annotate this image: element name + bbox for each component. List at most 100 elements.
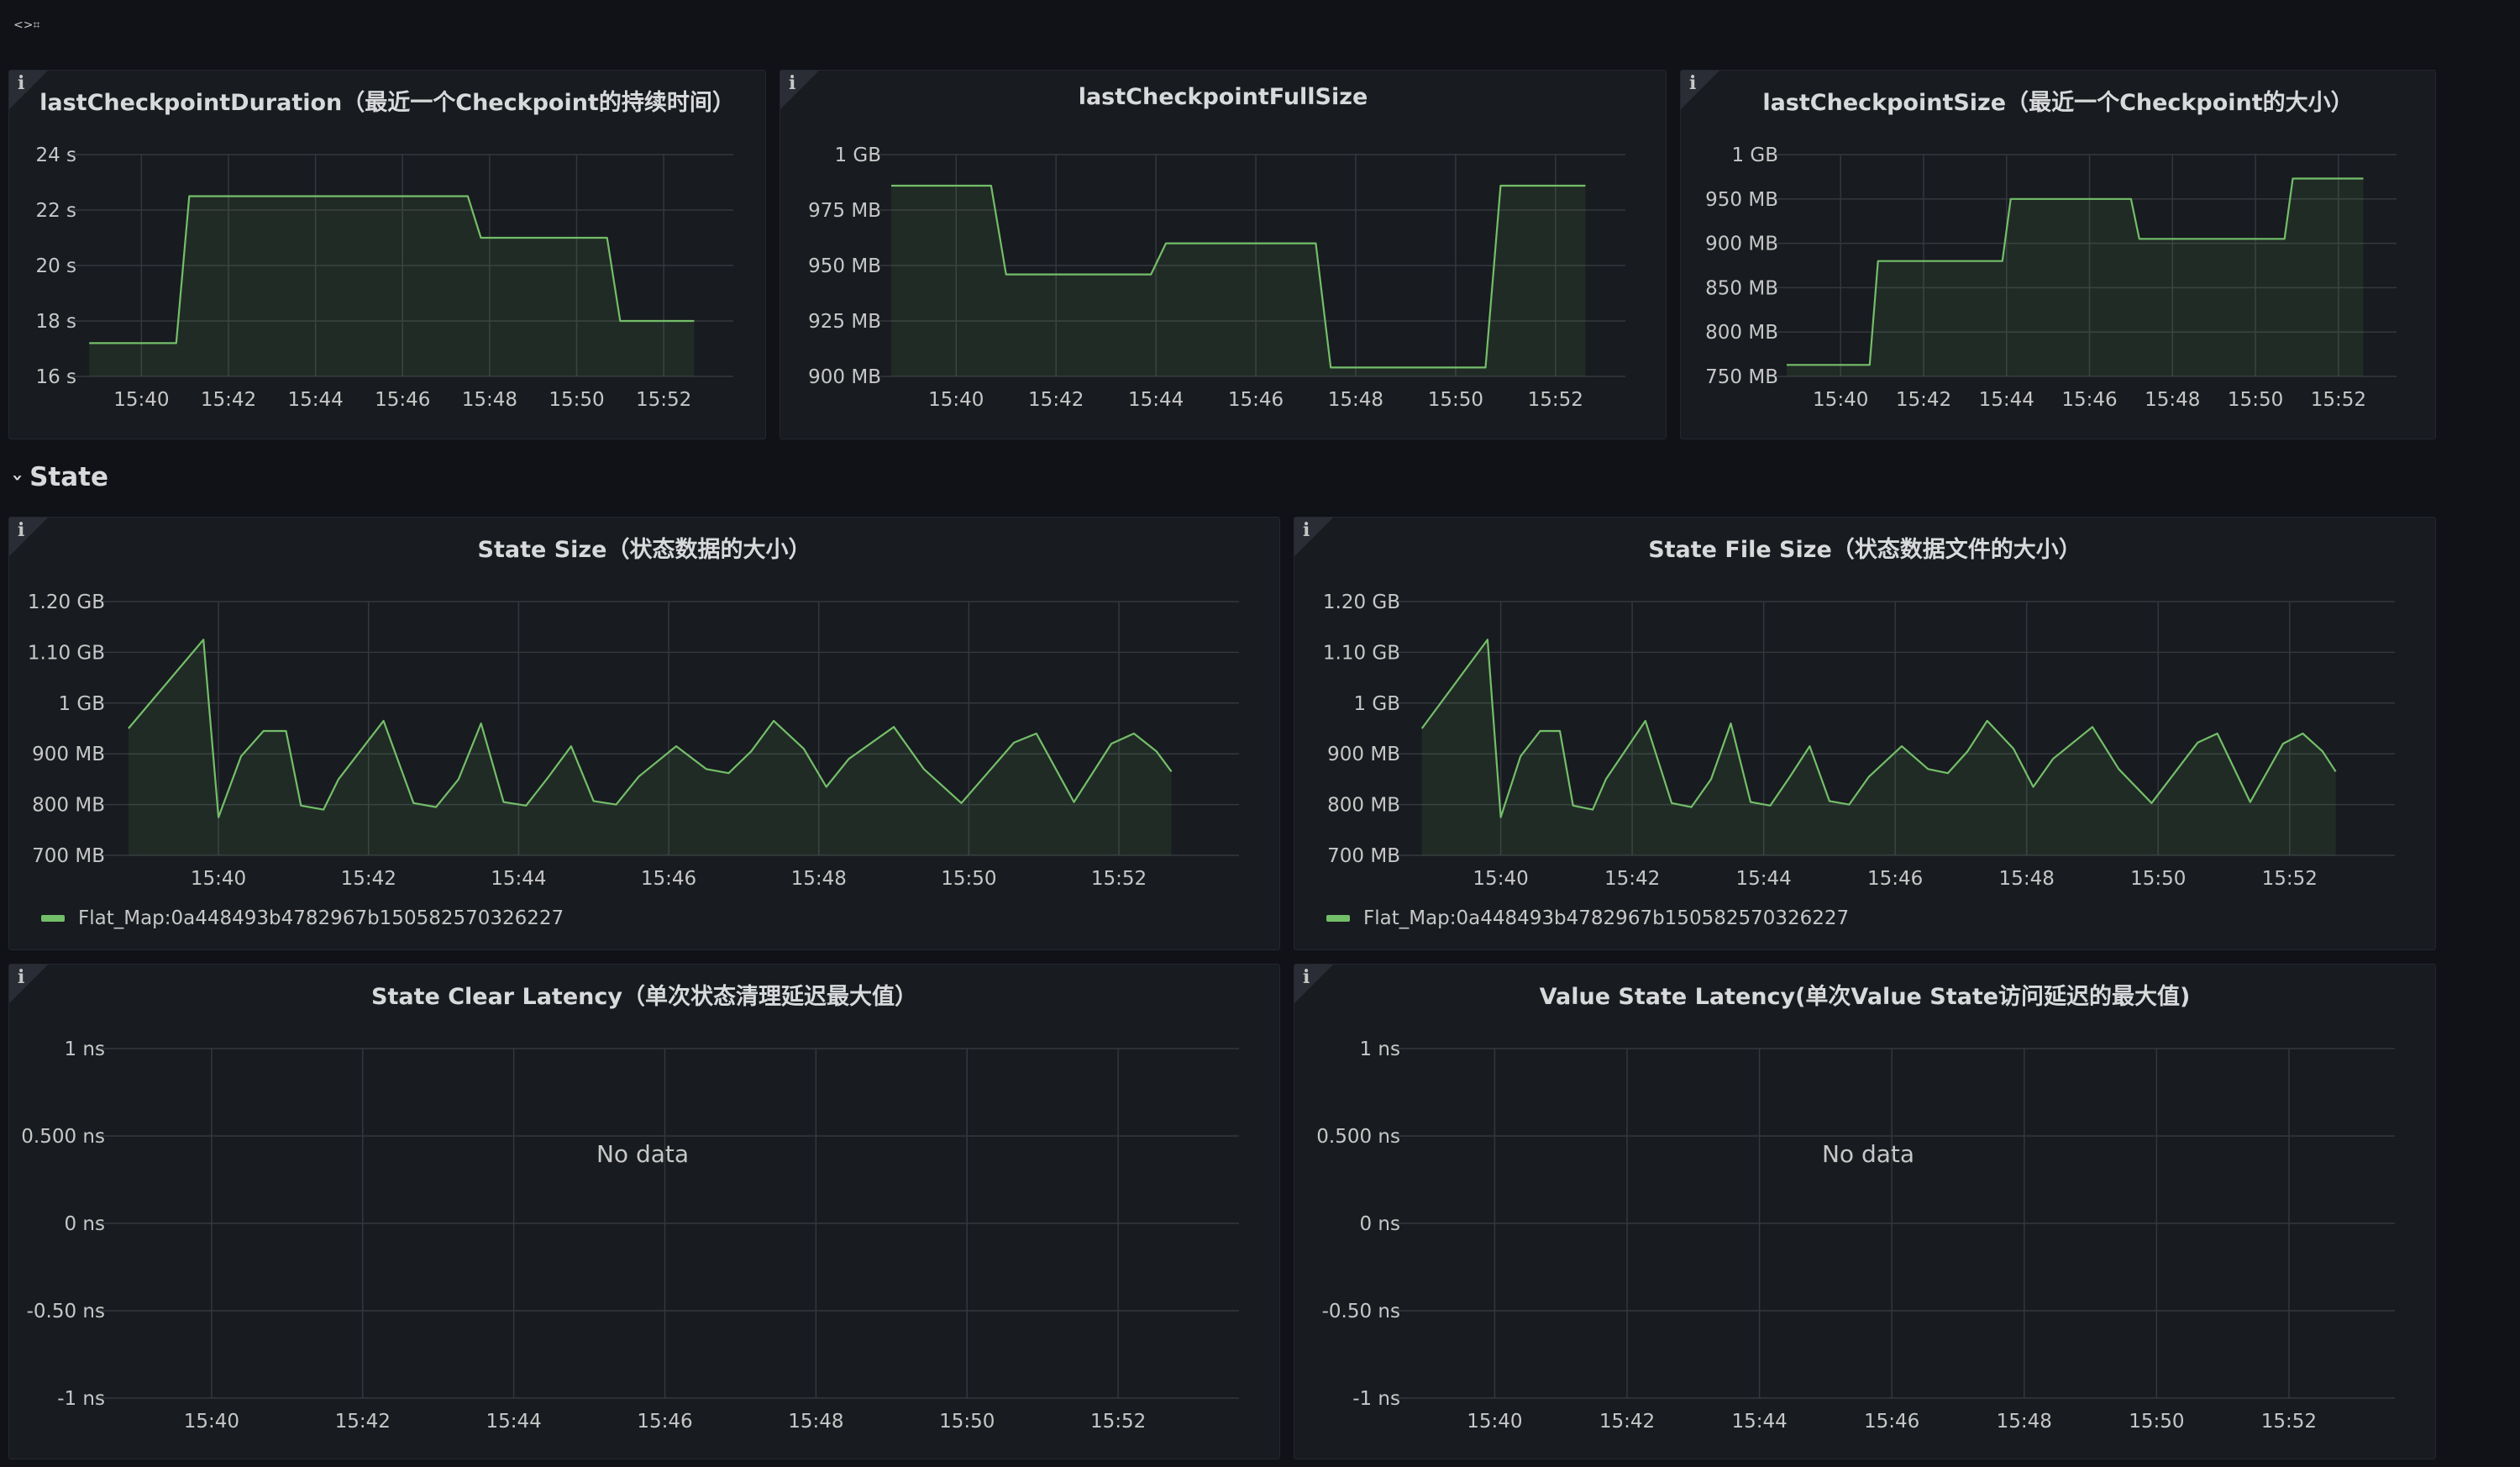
legend-label: Flat_Map:0a448493b4782967b15058257032622… [1363,907,1850,929]
x-tick-label: 15:40 [184,1411,239,1433]
info-icon[interactable]: i [1303,519,1310,541]
x-tick-label: 15:40 [1467,1411,1522,1433]
legend-item[interactable]: Flat_Map:0a448493b4782967b15058257032622… [1326,907,1849,929]
x-tick-label: 15:42 [1604,868,1660,890]
y-tick-label: 900 MB [1327,744,1400,765]
chart-plot: 1 ns 0.500 ns 0 ns -0.50 ns -1 ns 15:40 15:42 1… [1316,1038,2395,1433]
panel-last-checkpoint-full-size[interactable]: i lastCheckpointFullSize 1 GB 975 MB 950 M… [780,70,1667,439]
y-tick-label: -1 ns [1352,1388,1400,1410]
series-area [1787,178,2364,376]
x-tick-label: 15:50 [2129,1411,2184,1433]
x-tick-label: 15:42 [1896,389,1951,411]
y-tick-label: 1 GB [1353,693,1400,715]
x-tick-label: 15:50 [549,389,604,411]
info-corner [9,71,48,109]
series-area [89,196,695,376]
x-tick-label: 15:50 [939,1411,995,1433]
chart-plot: 1 GB 950 MB 900 MB 850 MB 800 MB 750 MB 15:40 1… [1705,145,2397,411]
info-corner [9,965,48,1003]
x-tick-label: 15:44 [486,1411,541,1433]
series-area [891,186,1586,376]
info-corner [1294,518,1333,556]
y-tick-label: 700 MB [1327,845,1400,867]
panel-state-size[interactable]: i State Size（状态数据的大小） 1.20 GB 1.10 GB 1 GB… [8,517,1280,950]
x-tick-label: 15:50 [1428,389,1483,411]
x-tick-label: 15:42 [201,389,256,411]
x-tick-label: 15:48 [1999,868,2055,890]
info-icon[interactable]: i [18,519,25,541]
x-tick-label: 15:42 [1599,1411,1655,1433]
x-tick-label: 15:46 [375,389,430,411]
panel-last-checkpoint-duration[interactable]: i lastCheckpointDuration（最近一个Checkpoint的… [8,70,766,439]
y-tick-label: 1 ns [1359,1038,1400,1060]
x-tick-label: 15:48 [788,1411,843,1433]
y-tick-label: 1 GB [834,145,881,166]
panel-title[interactable]: Value State Latency(单次Value State访问延迟的最大… [1539,984,2191,1010]
panel-title[interactable]: State File Size（状态数据文件的大小） [1648,537,2082,563]
x-tick-label: 15:46 [1864,1411,1919,1433]
x-tick-label: 15:42 [341,868,396,890]
panel-title[interactable]: lastCheckpointSize（最近一个Checkpoint的大小） [1762,90,2354,116]
x-tick-label: 15:44 [1979,389,2034,411]
x-tick-label: 15:44 [491,868,546,890]
series-line [891,184,1586,369]
panel-title[interactable]: lastCheckpointFullSize [1078,84,1368,110]
y-tick-label: 750 MB [1705,366,1778,388]
y-tick-label: 1.20 GB [28,592,105,613]
info-icon[interactable]: i [18,966,25,988]
x-tick-label: 15:48 [1997,1411,2052,1433]
legend-item[interactable]: Flat_Map:0a448493b4782967b15058257032622… [41,907,564,929]
x-tick-label: 15:48 [1328,389,1383,411]
panel-title[interactable]: State Size（状态数据的大小） [477,537,811,563]
chart-plot: 1 GB 975 MB 950 MB 925 MB 900 MB 15:40 15:42 15… [808,145,1625,411]
x-tick-label: 15:44 [287,389,343,411]
x-tick-label: 15:52 [2262,868,2318,890]
y-tick-label: 0 ns [1359,1213,1400,1235]
info-icon[interactable]: i [789,72,796,94]
y-tick-label: -1 ns [57,1388,105,1410]
info-corner [1294,965,1333,1003]
panel-title[interactable]: State Clear Latency（单次状态清理延迟最大值） [371,984,917,1010]
panel-state-clear-latency[interactable]: i State Clear Latency（单次状态清理延迟最大值） 1 ns 0… [8,964,1280,1459]
row-header-state[interactable]: › State [7,462,108,492]
legend-swatch [1326,915,1350,922]
y-tick-label: 1 ns [64,1038,105,1060]
y-tick-label: -0.50 ns [1322,1301,1400,1322]
chart-plot: 1 ns 0.500 ns 0 ns -0.50 ns -1 ns 15:40 15:42 1… [21,1038,1239,1433]
x-tick-label: 15:52 [1091,868,1147,890]
y-tick-label: 900 MB [32,744,105,765]
panel-value-state-latency[interactable]: i Value State Latency(单次Value State访问延迟的… [1294,964,2436,1459]
x-tick-label: 15:50 [941,868,996,890]
panel-last-checkpoint-size[interactable]: i lastCheckpointSize（最近一个Checkpoint的大小） … [1680,70,2436,439]
x-tick-label: 15:48 [462,389,517,411]
x-tick-label: 15:44 [1731,1411,1787,1433]
x-tick-label: 15:46 [1228,389,1284,411]
y-tick-label: 1.10 GB [1323,642,1400,664]
panel-state-file-size[interactable]: i State File Size（状态数据文件的大小） 1.20 GB 1.10… [1294,517,2436,950]
x-tick-label: 15:52 [636,389,691,411]
info-icon[interactable]: i [18,72,25,94]
x-tick-label: 15:40 [1473,868,1528,890]
legend-label: Flat_Map:0a448493b4782967b15058257032622… [78,907,564,929]
dashboard-mark: <>⌗ [13,18,40,32]
x-tick-label: 15:50 [2228,389,2283,411]
y-tick-label: 0.500 ns [21,1126,105,1148]
y-tick-label: -0.50 ns [27,1301,105,1322]
y-tick-label: 900 MB [808,366,881,388]
info-icon[interactable]: i [1303,966,1310,988]
y-tick-label: 975 MB [808,200,881,222]
panel-title[interactable]: lastCheckpointDuration（最近一个Checkpoint的持续… [39,90,735,116]
y-tick-label: 0 ns [64,1213,105,1235]
y-tick-label: 950 MB [1705,189,1778,211]
info-icon[interactable]: i [1689,72,1697,94]
y-tick-label: 950 MB [808,255,881,277]
x-tick-label: 15:42 [1028,389,1084,411]
series-line [128,639,1173,818]
x-tick-label: 15:46 [637,1411,692,1433]
x-tick-label: 15:40 [928,389,984,411]
series-line [89,195,695,344]
x-tick-label: 15:40 [1813,389,1868,411]
x-tick-label: 15:50 [2130,868,2186,890]
y-tick-label: 900 MB [1705,234,1778,255]
x-tick-label: 15:44 [1128,389,1184,411]
